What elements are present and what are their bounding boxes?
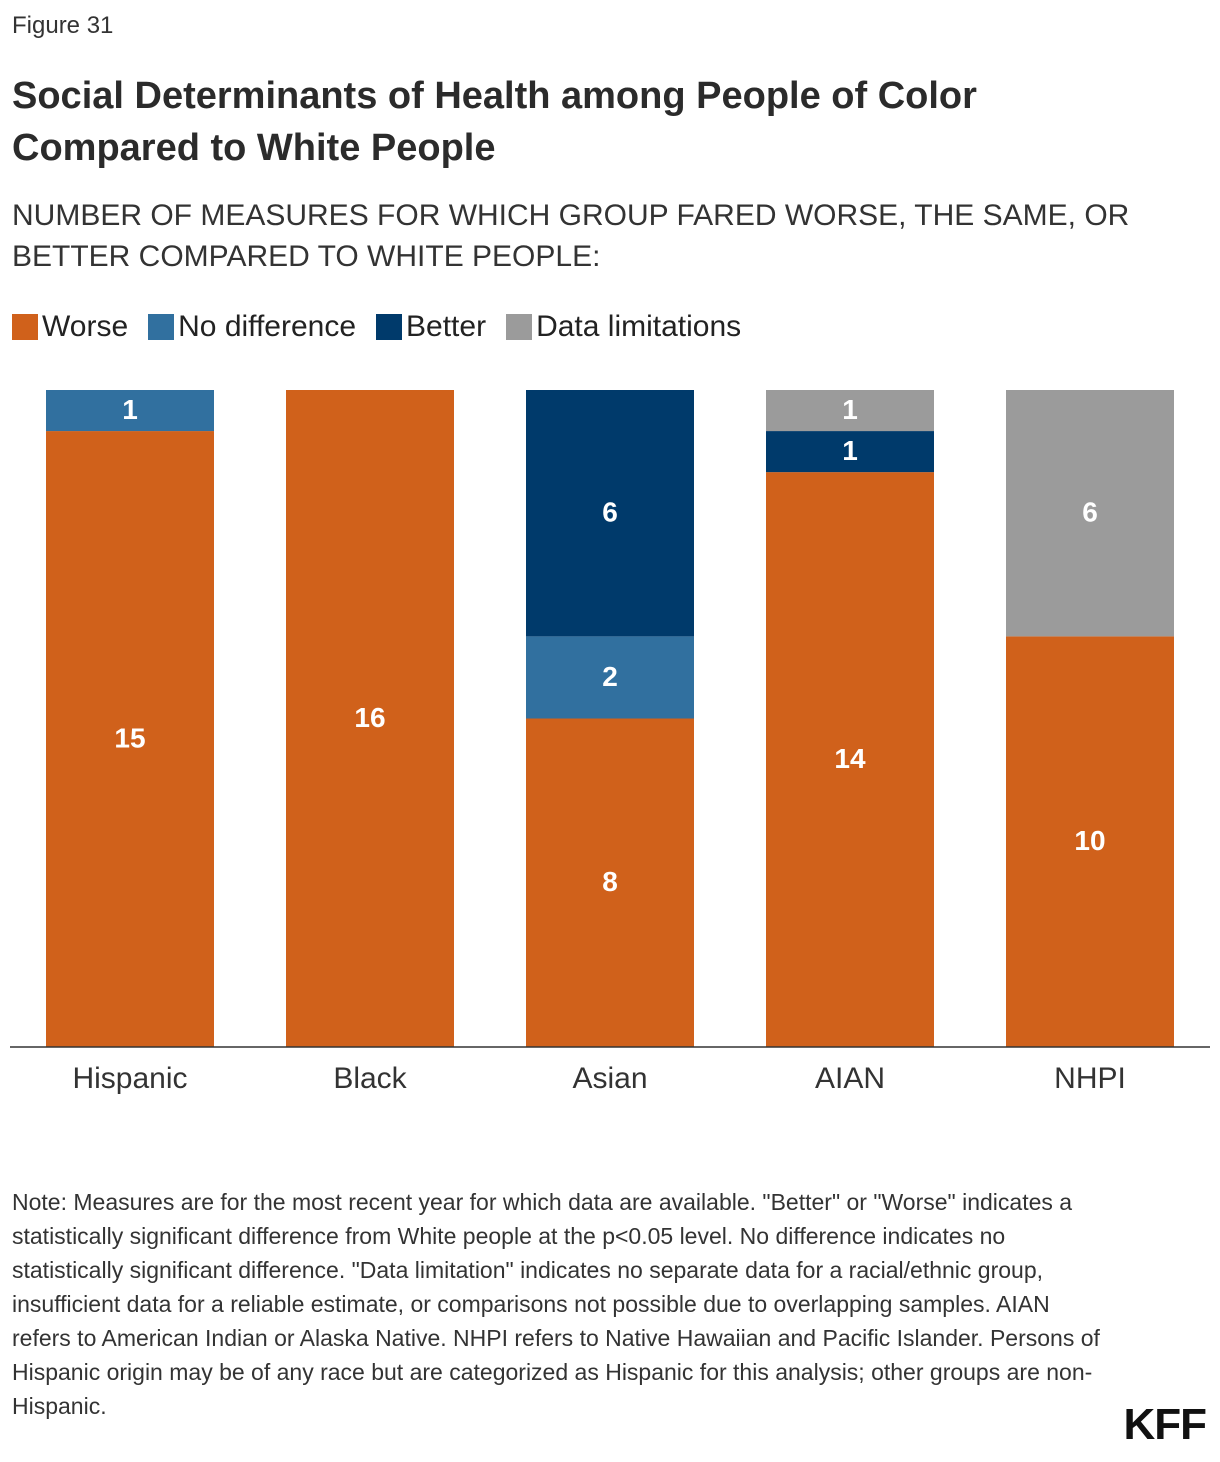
- bar-segment: [46, 390, 214, 432]
- legend-label: No difference: [178, 310, 357, 343]
- chart-title: Social Determinants of Health among Peop…: [12, 75, 977, 169]
- value-label: 15: [114, 722, 145, 753]
- note: Note: Measures are for the most recent y…: [12, 1189, 1100, 1419]
- legend-label: Worse: [42, 310, 129, 343]
- value-label: 16: [354, 702, 385, 733]
- value-label: 1: [842, 394, 858, 425]
- bar-segment: [766, 431, 934, 473]
- value-label: 6: [602, 497, 618, 528]
- bar-segment: [286, 390, 454, 1047]
- legend-swatch: [148, 314, 175, 340]
- figure-label: Figure 31: [12, 12, 114, 39]
- value-label: 2: [602, 661, 618, 692]
- x-tick-label: NHPI: [1054, 1062, 1126, 1095]
- chart-subtitle: NUMBER OF MEASURES FOR WHICH GROUP FARED…: [12, 199, 1130, 273]
- bar-segment: [526, 718, 694, 1047]
- legend-swatch: [506, 314, 533, 340]
- value-label: 1: [842, 435, 858, 466]
- x-tick-label: Asian: [572, 1062, 647, 1095]
- legend-swatch: [12, 314, 38, 340]
- value-label: 8: [602, 866, 618, 897]
- bar-segment: [1006, 636, 1174, 1047]
- bar-segment: [526, 390, 694, 637]
- bar-segment: [526, 636, 694, 719]
- bar-segment: [46, 431, 214, 1047]
- value-label: 14: [834, 743, 866, 774]
- value-label: 6: [1082, 497, 1098, 528]
- legend-item: Worse: [12, 307, 128, 347]
- logo: KFF: [1123, 1400, 1207, 1449]
- legend-label: Better: [406, 310, 487, 343]
- bar-segment: [766, 390, 934, 432]
- value-label: 1: [122, 394, 138, 425]
- value-label: 10: [1074, 825, 1105, 856]
- legend: Worse No difference Better Data limitations: [12, 307, 741, 347]
- legend-label: Data limitations: [536, 310, 742, 343]
- bar-segment: [1006, 390, 1174, 637]
- legend-item: Data limitations: [506, 307, 741, 347]
- x-tick-label: Black: [333, 1062, 407, 1095]
- legend-swatch: [376, 314, 403, 340]
- x-tick-label: Hispanic: [72, 1062, 187, 1095]
- legend-item: No difference: [148, 307, 356, 347]
- legend-item: Better: [376, 307, 486, 347]
- x-tick-label: AIAN: [815, 1062, 885, 1095]
- bar-segment: [766, 472, 934, 1047]
